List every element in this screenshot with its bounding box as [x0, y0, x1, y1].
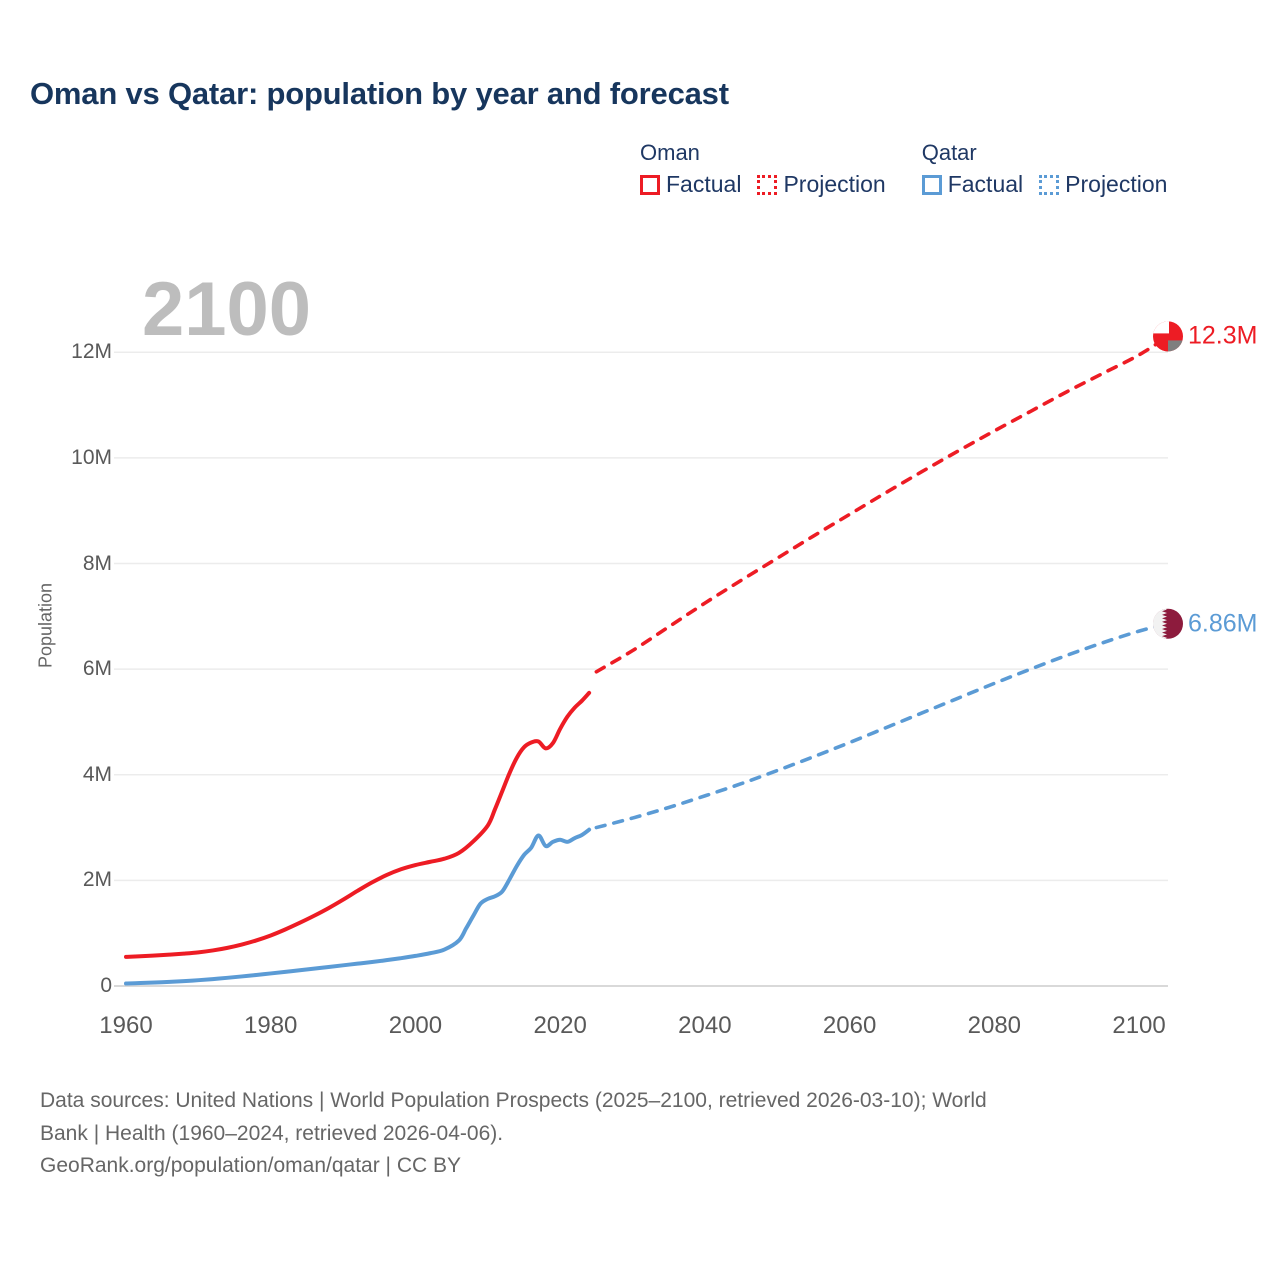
legend-swatch-dotted-icon — [1039, 174, 1060, 195]
x-tick-label: 2000 — [388, 1012, 443, 1039]
oman-flag-emblem-icon — [1158, 325, 1162, 330]
legend-entry-oman-factual[interactable]: Factual — [640, 173, 741, 196]
legend-entry-qatar-projection[interactable]: Projection — [1039, 173, 1167, 196]
legend-group-title-oman: Oman — [640, 140, 700, 165]
page-title: Oman vs Qatar: population by year and fo… — [30, 76, 729, 111]
legend-label-oman-projection: Projection — [783, 171, 886, 197]
legend-label-qatar-projection: Projection — [1065, 171, 1168, 197]
y-tick-label: 12M — [71, 340, 112, 364]
y-tick-label: 6M — [82, 657, 112, 681]
legend-group-oman: Oman Factual Projection — [640, 142, 886, 196]
x-tick-label: 1980 — [244, 1012, 298, 1039]
qatar-flag-icon — [1153, 608, 1183, 639]
legend-entries-qatar: Factual Projection — [921, 171, 1167, 197]
y-tick-label: 2M — [82, 868, 112, 892]
x-tick-label: 2040 — [678, 1012, 732, 1039]
y-tick-label: 0 — [100, 974, 112, 997]
y-tick-label: 4M — [82, 762, 112, 786]
series-line-oman-factual — [124, 690, 592, 959]
chart-legend: Oman Factual Projection Qatar Factual — [640, 142, 1167, 196]
chart-footer: Data sources: United Nations | World Pop… — [40, 1085, 1240, 1183]
watermark-year: 2100 — [142, 267, 312, 352]
legend-label-qatar-factual: Factual — [947, 171, 1024, 197]
endpoint-value-qatar: 6.86M — [1188, 609, 1258, 638]
y-tick-label: 10M — [71, 445, 112, 469]
legend-entry-qatar-factual[interactable]: Factual — [921, 171, 1024, 197]
legend-entries-oman: Factual Projection — [640, 173, 886, 196]
y-tick-label: 8M — [82, 551, 112, 575]
legend-swatch-dotted-icon — [757, 174, 778, 195]
oman-flag-icon — [1153, 321, 1183, 352]
legend-swatch-solid-icon — [640, 174, 660, 195]
x-tick-label: 2060 — [822, 1012, 877, 1039]
x-tick-label: 2080 — [967, 1012, 1022, 1039]
footer-line-sources-2: Bank | Health (1960–2024, retrieved 2026… — [40, 1121, 504, 1145]
x-tick-label: 2100 — [1112, 1012, 1166, 1039]
legend-group-qatar: Qatar Factual Projection — [921, 140, 1167, 197]
footer-line-attribution: GeoRank.org/population/oman/qatar | CC B… — [40, 1154, 462, 1178]
x-tick-label: 1960 — [99, 1012, 153, 1039]
series-line-oman-projection — [594, 334, 1170, 674]
legend-group-title-qatar: Qatar — [921, 140, 977, 165]
footer-line-sources-1: Data sources: United Nations | World Pop… — [40, 1089, 987, 1112]
series-line-qatar-factual — [124, 827, 592, 986]
legend-swatch-solid-icon — [921, 174, 942, 195]
endpoint-value-oman: 12.3M — [1188, 321, 1258, 350]
legend-label-oman-factual: Factual — [666, 171, 742, 197]
series-line-qatar-projection — [594, 621, 1170, 830]
legend-entry-oman-projection[interactable]: Projection — [757, 171, 886, 197]
x-tick-label: 2020 — [533, 1012, 587, 1039]
